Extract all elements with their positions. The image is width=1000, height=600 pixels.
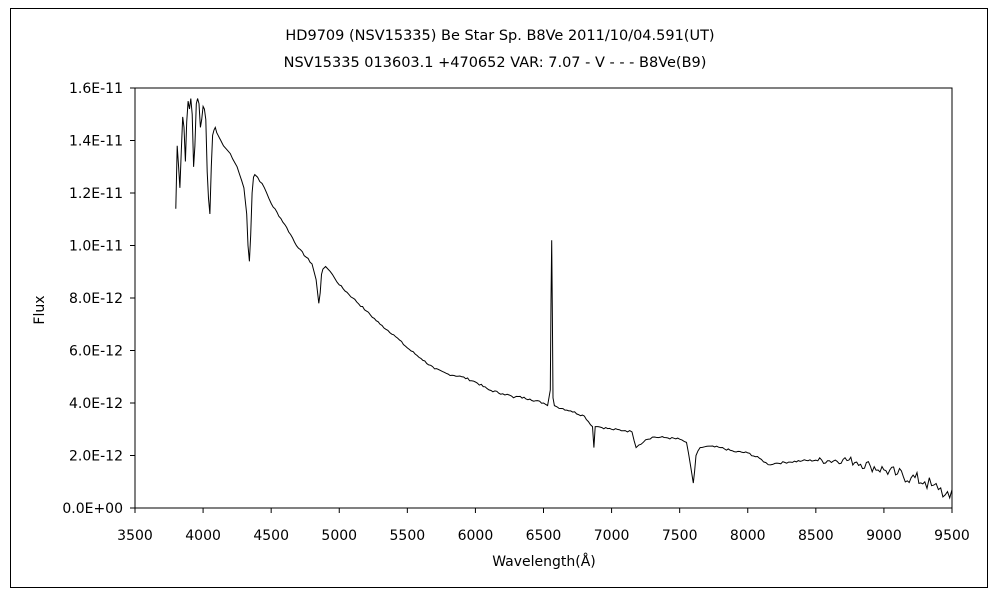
x-tick-label: 8500: [798, 528, 834, 544]
y-tick-label: 8.0E-12: [69, 291, 123, 307]
x-tick-label: 9500: [934, 528, 970, 544]
y-tick-label: 6.0E-12: [69, 344, 123, 360]
y-tick-label: 1.4E-11: [69, 134, 123, 150]
y-tick-label: 2.0E-12: [69, 449, 123, 465]
chart-title: HD9709 (NSV15335) Be Star Sp. B8Ve 2011/…: [285, 28, 714, 44]
spectrum-series-line: [175, 98, 953, 500]
x-tick-label: 9000: [866, 528, 902, 544]
y-tick-label: 0.0E+00: [62, 501, 123, 517]
x-tick-label: 4000: [185, 528, 221, 544]
x-tick-label: 5000: [321, 528, 357, 544]
x-axis-ticks: 3500 4000 4500 5000 5500 6000 6500 7000 7500 8000…: [117, 508, 970, 544]
y-tick-label: 1.2E-11: [69, 186, 123, 202]
plot-area: [134, 87, 953, 509]
x-tick-label: 7000: [594, 528, 630, 544]
chart-subtitle: NSV15335 013603.1 +470652 VAR: 7.07 - V …: [284, 55, 707, 71]
x-tick-label: 6500: [526, 528, 562, 544]
y-tick-label: 1.6E-11: [69, 81, 123, 97]
y-axis-ticks: 0.0E+00 2.0E-12 4.0E-12 6.0E-12 8.0E-12 1.0E-…: [62, 81, 135, 517]
y-tick-label: 4.0E-12: [69, 396, 123, 412]
x-tick-label: 5500: [390, 528, 426, 544]
chart-frame: [10, 8, 988, 588]
x-tick-label: 7500: [662, 528, 698, 544]
x-tick-label: 3500: [117, 528, 153, 544]
y-tick-label: 1.0E-11: [69, 239, 123, 255]
x-tick-label: 4500: [253, 528, 289, 544]
x-tick-label: 8000: [730, 528, 766, 544]
x-tick-label: 6000: [458, 528, 494, 544]
x-axis-label: Wavelength(Å): [492, 553, 596, 570]
y-axis-label: Flux: [32, 295, 48, 324]
